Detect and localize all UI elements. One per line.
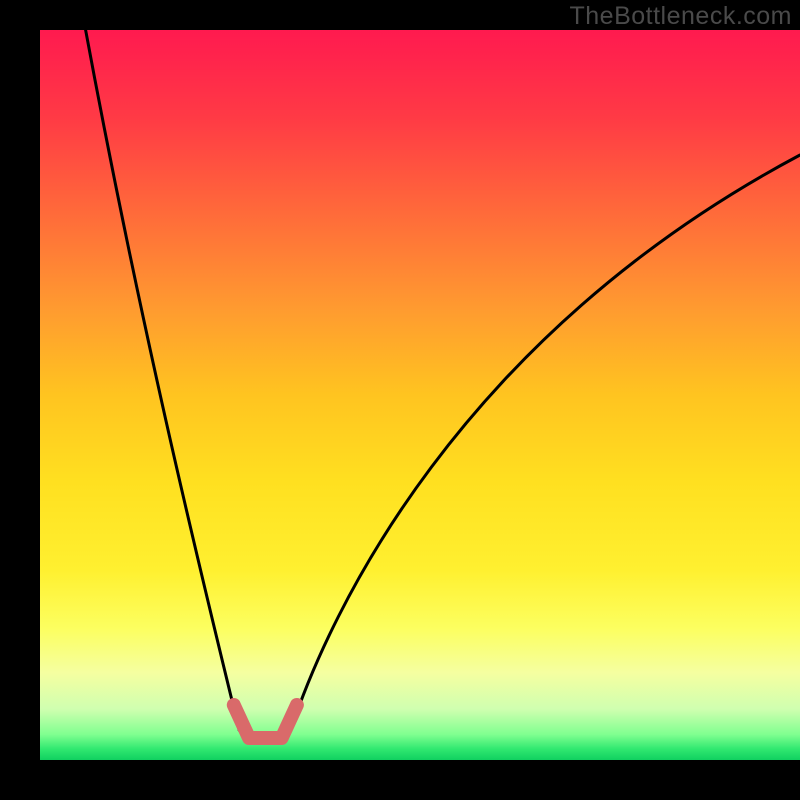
gradient-background (40, 30, 800, 760)
chart-svg (0, 0, 800, 800)
chart-frame: TheBottleneck.com (0, 0, 800, 800)
watermark-text: TheBottleneck.com (570, 2, 793, 31)
